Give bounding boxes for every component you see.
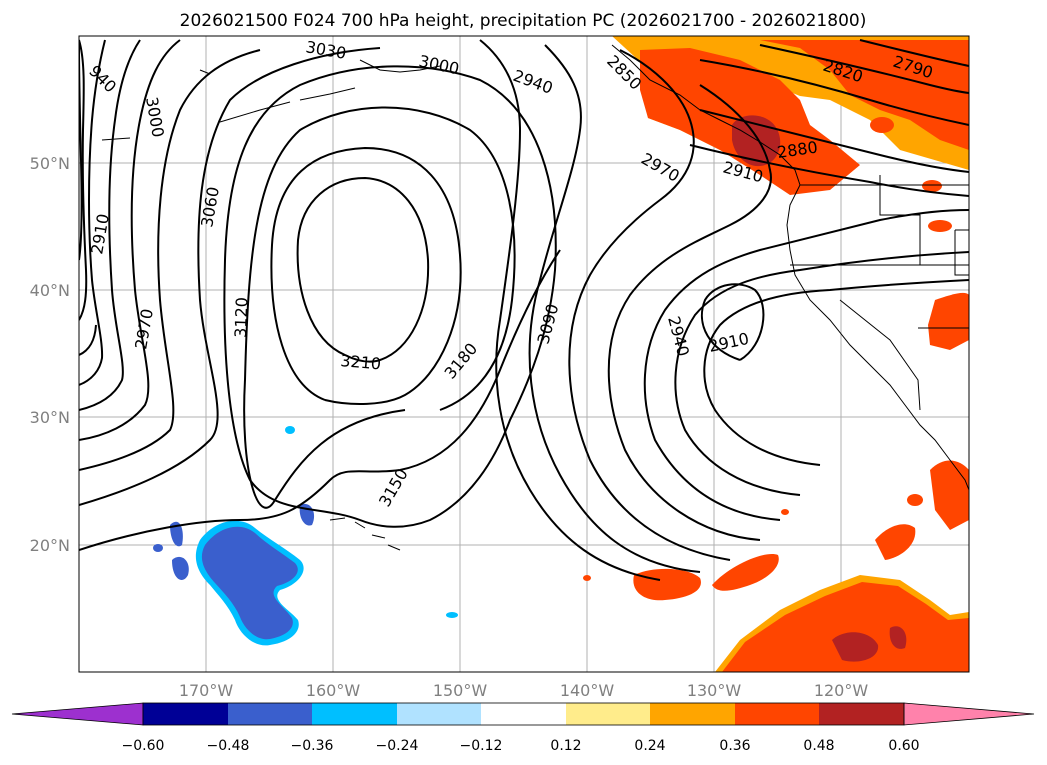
colorbar-bin <box>819 703 904 725</box>
colorbar-bin <box>143 703 228 725</box>
lon-label: 170°W <box>179 681 234 700</box>
colorbar-bin <box>481 703 566 725</box>
lat-label: 20°N <box>30 536 70 555</box>
colorbar: −0.60 −0.48 −0.36 −0.24 −0.12 0.12 0.24 … <box>11 702 1035 754</box>
colorbar-tick-label: −0.36 <box>291 738 334 754</box>
precip-negative <box>153 426 458 646</box>
contour-label: 3120 <box>231 297 251 338</box>
map-panel: 940 3030 3000 2940 2850 2820 2790 3000 2… <box>78 35 970 673</box>
map-frame <box>78 35 970 673</box>
lat-label: 30°N <box>30 408 70 427</box>
colorbar-tick-label: 0.12 <box>550 738 581 754</box>
colorbar-tick-label: −0.48 <box>207 738 250 754</box>
lon-label: 160°W <box>306 681 361 700</box>
colorbar-extend-low <box>11 702 144 726</box>
lon-label: 140°W <box>560 681 615 700</box>
latitude-labels: 50°N 40°N 30°N 20°N <box>30 154 70 555</box>
colorbar-frame <box>142 702 905 726</box>
colorbar-tick-label: 0.48 <box>803 738 834 754</box>
precip-positive-south <box>583 292 969 672</box>
colorbar-tick-label: 0.24 <box>634 738 665 754</box>
colorbar-bin <box>735 703 819 725</box>
colorbar-bin <box>397 703 481 725</box>
longitude-labels: 170°W 160°W 150°W 140°W 130°W 120°W <box>179 681 869 700</box>
contour-label: 3210 <box>340 351 382 373</box>
lat-label: 50°N <box>30 154 70 173</box>
lon-label: 130°W <box>687 681 742 700</box>
map-title: 2026021500 F024 700 hPa height, precipit… <box>180 11 867 31</box>
colorbar-tick-label: −0.60 <box>122 738 165 754</box>
colorbar-extend-high <box>903 702 1035 726</box>
colorbar-bin <box>566 703 650 725</box>
colorbar-tick-label: −0.12 <box>460 738 503 754</box>
colorbar-tick-label: 0.60 <box>888 738 919 754</box>
colorbar-bin <box>312 703 397 725</box>
colorbar-bin <box>650 703 735 725</box>
height-contours <box>79 39 969 581</box>
colorbar-tick-label: 0.36 <box>719 738 750 754</box>
colorbar-bin <box>228 703 312 725</box>
lon-label: 150°W <box>433 681 488 700</box>
lon-label: 120°W <box>814 681 869 700</box>
lat-label: 40°N <box>30 281 70 300</box>
colorbar-tick-label: −0.24 <box>376 738 419 754</box>
